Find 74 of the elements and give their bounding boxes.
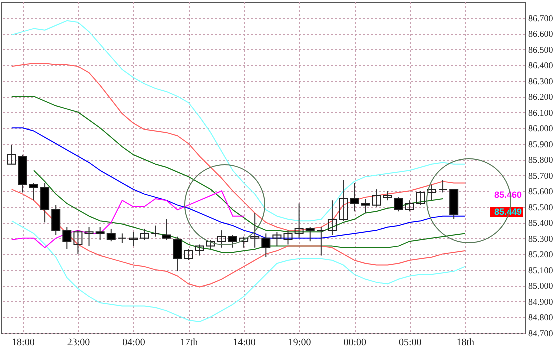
candlestick: [206, 240, 216, 250]
candlestick: [96, 226, 105, 241]
candlestick: [272, 232, 282, 247]
x-tick-label: 00:00: [344, 338, 366, 348]
y-tick-label: 85.400: [528, 218, 554, 228]
candlestick: [427, 184, 436, 202]
x-tick-label: 04:00: [122, 338, 146, 348]
x-tick-label: 14:00: [233, 338, 256, 348]
y-tick-label: 85.600: [528, 186, 554, 197]
x-tick-label: 18th: [456, 338, 475, 348]
y-tick-label: 84.900: [528, 296, 554, 307]
x-tick-label: 19:00: [288, 338, 312, 348]
candlestick: [383, 190, 392, 202]
candlestick: [294, 203, 304, 239]
candlestick: [250, 212, 260, 248]
candlestick: [7, 144, 16, 165]
line-series: [33, 170, 466, 254]
y-tick-label: 84.700: [528, 328, 554, 338]
candlestick: [316, 226, 326, 256]
y-tick-label: 86.000: [528, 124, 554, 134]
y-tick-label: 85.100: [528, 265, 554, 276]
candlestick: [328, 200, 337, 236]
candlestick: [162, 219, 172, 241]
y-tick-label: 85.000: [528, 281, 554, 292]
candlestick: [372, 189, 382, 208]
y-tick-label: 86.500: [528, 44, 554, 55]
y-tick-label: 86.400: [528, 60, 554, 71]
x-tick-label: 23:00: [67, 338, 90, 348]
line-series: [11, 20, 466, 222]
candlestick: [84, 226, 94, 247]
candlestick: [140, 228, 150, 241]
y-tick-label: 85.300: [528, 234, 554, 244]
y-tick-label: 86.600: [528, 29, 554, 40]
candlestick: [284, 230, 293, 246]
line-series: [11, 189, 466, 288]
y-tick-label: 85.800: [528, 155, 554, 166]
candlestick: [29, 182, 38, 202]
candlestick: [339, 180, 348, 222]
candlestick: [228, 234, 238, 248]
y-tick-label: 85.700: [528, 170, 554, 181]
candlestick: [217, 230, 226, 248]
candlestick: [173, 236, 182, 272]
candlestick: [40, 182, 50, 224]
candlestick: [416, 190, 426, 206]
x-tick-label: 17th: [180, 338, 198, 348]
candlestick: [62, 226, 72, 250]
candlestick: [52, 204, 61, 236]
x-tick-label: 05:00: [398, 338, 422, 348]
line-series: [11, 220, 466, 322]
candlestick: [350, 182, 360, 212]
y-tick-label: 86.300: [528, 76, 554, 86]
candlestick: [195, 244, 204, 256]
y-tick-label: 86.100: [528, 108, 554, 118]
candlestick: [151, 225, 160, 238]
candlestick: [405, 200, 414, 212]
candlestick: [118, 233, 127, 244]
candlestick: [106, 228, 116, 242]
y-tick-label: 84.800: [528, 312, 554, 323]
line-series: [11, 190, 245, 248]
candlestick: [306, 226, 315, 242]
x-tick-label: 18:00: [12, 338, 35, 348]
y-tick-label: 86.700: [528, 13, 554, 24]
candlestick: [128, 232, 138, 247]
candlestick: [184, 248, 194, 261]
candlestick: [240, 236, 249, 248]
candlestick: [438, 180, 448, 194]
y-tick-label: 86.200: [528, 92, 554, 102]
candlestick: [74, 230, 83, 255]
y-tick-label: 85.500: [528, 202, 554, 212]
candlestick: [394, 196, 404, 212]
candlestick: [361, 198, 370, 214]
y-tick-label: 85.900: [528, 139, 554, 150]
y-tick-label: 85.200: [528, 250, 554, 260]
candlestick: [262, 233, 271, 258]
